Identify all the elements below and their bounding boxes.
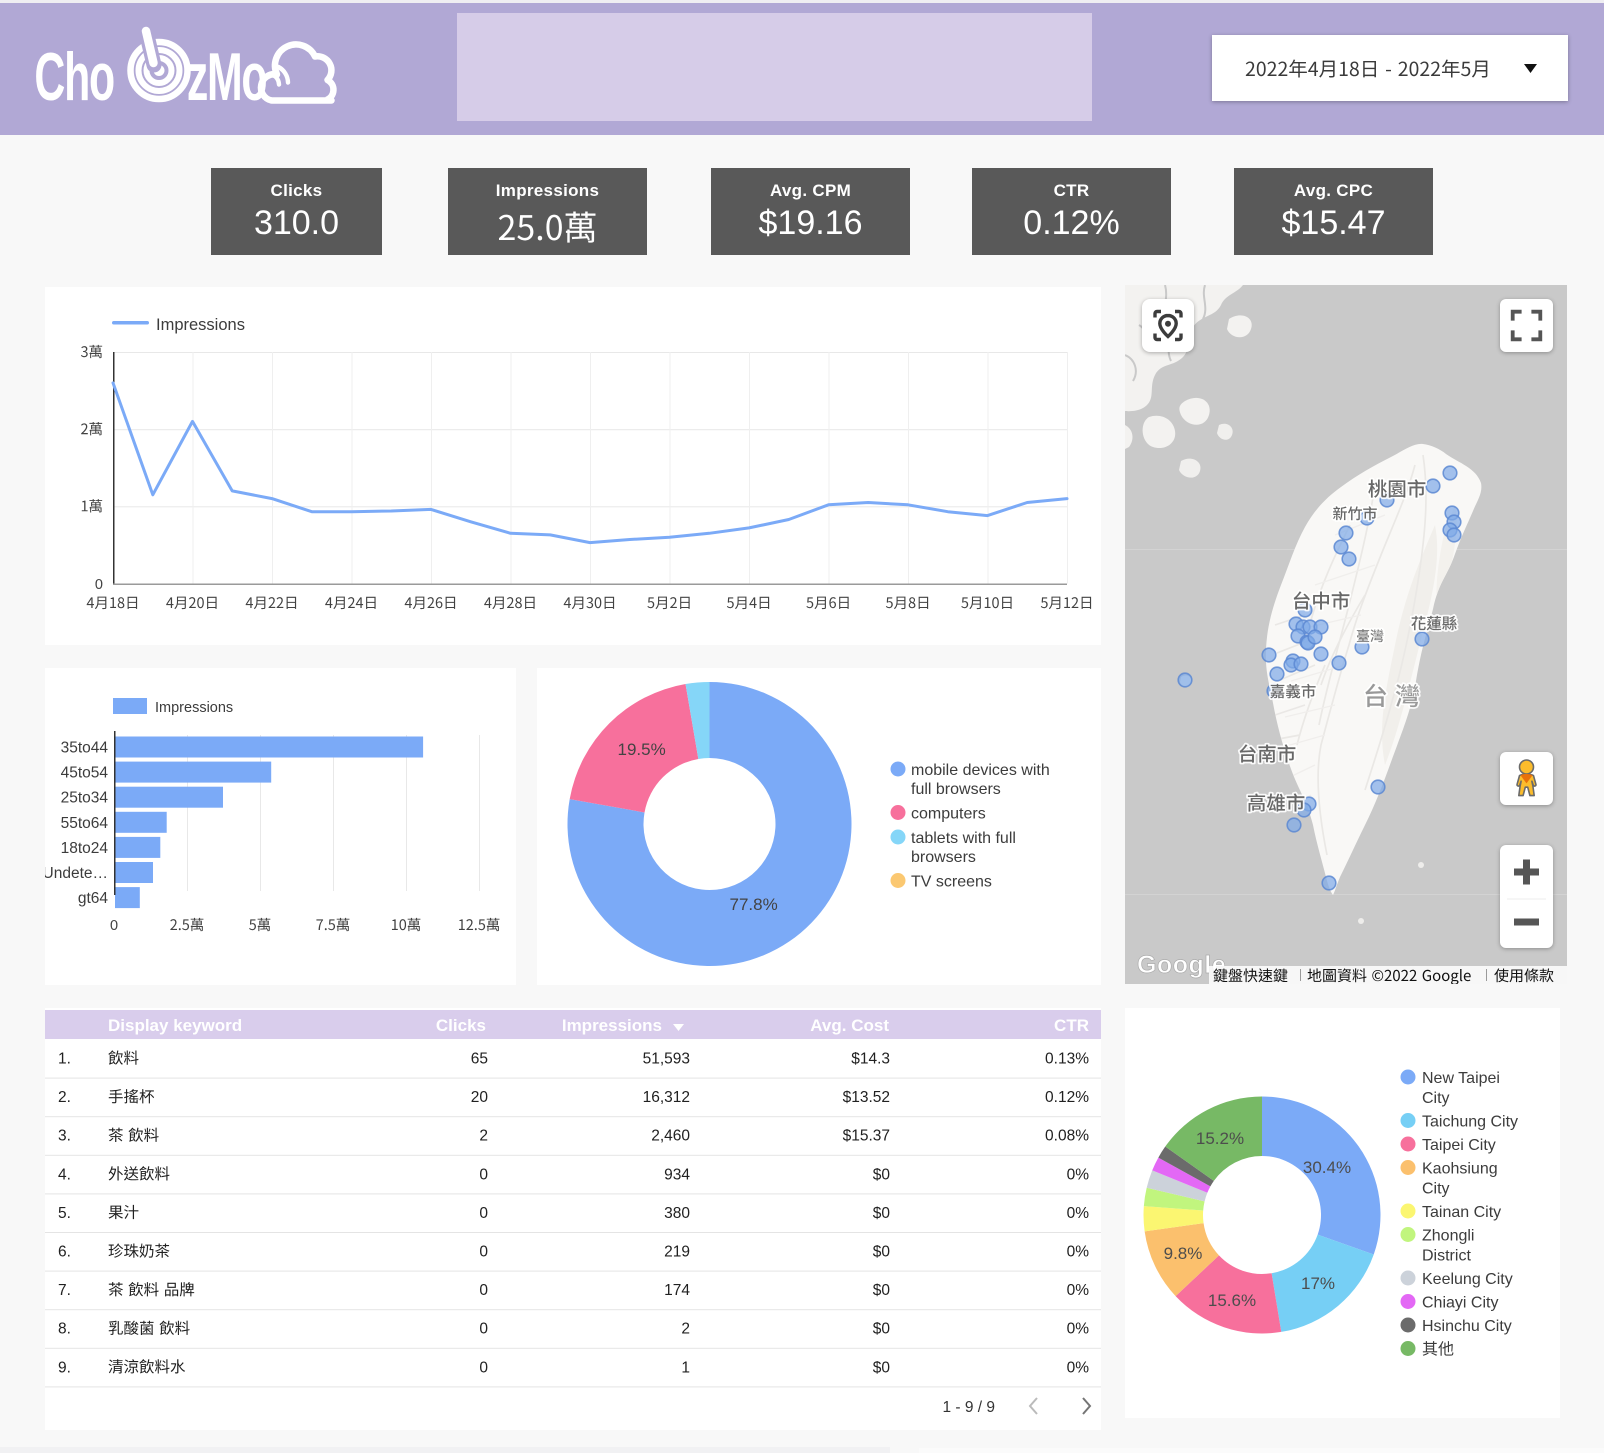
- svg-text:Kaohsiung: Kaohsiung: [1422, 1161, 1498, 1178]
- svg-text:$0: $0: [873, 1282, 891, 1299]
- svg-text:2,460: 2,460: [651, 1128, 690, 1145]
- svg-text:Impressions: Impressions: [562, 1016, 662, 1035]
- svg-text:6.: 6.: [58, 1244, 71, 1261]
- svg-text:0%: 0%: [1067, 1359, 1090, 1376]
- svg-text:0: 0: [95, 577, 103, 593]
- svg-text:174: 174: [664, 1282, 690, 1299]
- svg-text:1: 1: [681, 1359, 690, 1376]
- svg-text:20: 20: [471, 1089, 489, 1106]
- svg-text:9.: 9.: [58, 1359, 71, 1376]
- svg-text:$0: $0: [873, 1244, 891, 1261]
- svg-text:25to34: 25to34: [61, 790, 109, 807]
- svg-text:55to64: 55to64: [61, 815, 109, 832]
- svg-text:16,312: 16,312: [643, 1089, 690, 1106]
- svg-text:$0: $0: [873, 1359, 891, 1376]
- svg-text:Tainan City: Tainan City: [1422, 1204, 1501, 1221]
- svg-text:Display keyword: Display keyword: [108, 1016, 242, 1035]
- svg-text:District: District: [1422, 1248, 1471, 1265]
- svg-text:1 - 9 / 9: 1 - 9 / 9: [942, 1399, 995, 1416]
- svg-text:TV screens: TV screens: [911, 874, 992, 891]
- svg-text:computers: computers: [911, 806, 986, 823]
- svg-text:8.: 8.: [58, 1321, 71, 1338]
- svg-text:0: 0: [479, 1282, 488, 1299]
- svg-text:18to24: 18to24: [61, 840, 109, 857]
- svg-text:browsers: browsers: [911, 849, 976, 866]
- svg-text:45to54: 45to54: [61, 765, 109, 782]
- svg-text:380: 380: [664, 1205, 690, 1222]
- svg-text:Clicks: Clicks: [436, 1016, 486, 1035]
- svg-text:9.8%: 9.8%: [1164, 1244, 1203, 1263]
- svg-text:Zhongli: Zhongli: [1422, 1228, 1474, 1245]
- svg-text:0.08%: 0.08%: [1045, 1128, 1089, 1145]
- svg-text:Avg. Cost: Avg. Cost: [810, 1016, 889, 1035]
- svg-text:934: 934: [664, 1166, 690, 1183]
- svg-text:2: 2: [479, 1128, 488, 1145]
- svg-text:CTR: CTR: [1054, 1016, 1089, 1035]
- svg-text:zMo: zMo: [187, 40, 266, 115]
- svg-text:$13.52: $13.52: [843, 1089, 890, 1106]
- svg-text:5.: 5.: [58, 1205, 71, 1222]
- svg-text:mobile devices with: mobile devices with: [911, 762, 1050, 779]
- svg-text:219: 219: [664, 1244, 690, 1261]
- svg-text:0: 0: [479, 1166, 488, 1183]
- svg-text:2: 2: [681, 1321, 690, 1338]
- svg-text:New Taipei: New Taipei: [1422, 1070, 1500, 1087]
- svg-text:City: City: [1422, 1181, 1450, 1198]
- svg-text:Taichung City: Taichung City: [1422, 1114, 1518, 1131]
- svg-text:Cho: Cho: [34, 40, 113, 115]
- svg-text:15.2%: 15.2%: [1196, 1129, 1244, 1148]
- svg-text:gt64: gt64: [78, 890, 109, 907]
- svg-text:Impressions: Impressions: [156, 316, 245, 334]
- svg-text:Impressions: Impressions: [155, 700, 233, 716]
- svg-text:$0: $0: [873, 1321, 891, 1338]
- svg-text:Keelung City: Keelung City: [1422, 1271, 1513, 1288]
- svg-text:15.6%: 15.6%: [1208, 1291, 1256, 1310]
- svg-text:Chiayi City: Chiayi City: [1422, 1295, 1498, 1312]
- svg-text:1.: 1.: [58, 1051, 71, 1068]
- svg-text:0%: 0%: [1067, 1244, 1090, 1261]
- svg-text:0%: 0%: [1067, 1205, 1090, 1222]
- svg-text:full browsers: full browsers: [911, 781, 1001, 798]
- svg-text:0: 0: [479, 1205, 488, 1222]
- svg-text:$0: $0: [873, 1166, 891, 1183]
- svg-text:0%: 0%: [1067, 1321, 1090, 1338]
- svg-text:$15.37: $15.37: [843, 1128, 890, 1145]
- svg-text:30.4%: 30.4%: [1303, 1158, 1351, 1177]
- svg-text:Taipei City: Taipei City: [1422, 1137, 1496, 1154]
- svg-text:0%: 0%: [1067, 1282, 1090, 1299]
- svg-text:0: 0: [479, 1359, 488, 1376]
- svg-text:Undete…: Undete…: [45, 865, 108, 882]
- svg-text:0: 0: [110, 918, 118, 934]
- svg-text:$0: $0: [873, 1205, 891, 1222]
- svg-text:19.5%: 19.5%: [618, 740, 666, 759]
- svg-text:tablets with full: tablets with full: [911, 830, 1016, 847]
- svg-text:$14.3: $14.3: [851, 1051, 890, 1068]
- svg-text:0.13%: 0.13%: [1045, 1051, 1089, 1068]
- svg-text:Google: Google: [1137, 951, 1226, 979]
- svg-text:77.8%: 77.8%: [730, 895, 778, 914]
- svg-text:4.: 4.: [58, 1166, 71, 1183]
- svg-text:35to44: 35to44: [61, 740, 109, 757]
- svg-text:51,593: 51,593: [643, 1051, 690, 1068]
- svg-text:City: City: [1422, 1090, 1450, 1107]
- svg-text:0: 0: [479, 1321, 488, 1338]
- svg-text:17%: 17%: [1301, 1274, 1335, 1293]
- svg-text:7.: 7.: [58, 1282, 71, 1299]
- svg-text:2.: 2.: [58, 1089, 71, 1106]
- svg-text:3.: 3.: [58, 1128, 71, 1145]
- svg-text:0%: 0%: [1067, 1166, 1090, 1183]
- svg-text:0: 0: [479, 1244, 488, 1261]
- svg-text:Hsinchu City: Hsinchu City: [1422, 1318, 1512, 1335]
- svg-text:65: 65: [471, 1051, 488, 1068]
- svg-text:0.12%: 0.12%: [1045, 1089, 1089, 1106]
